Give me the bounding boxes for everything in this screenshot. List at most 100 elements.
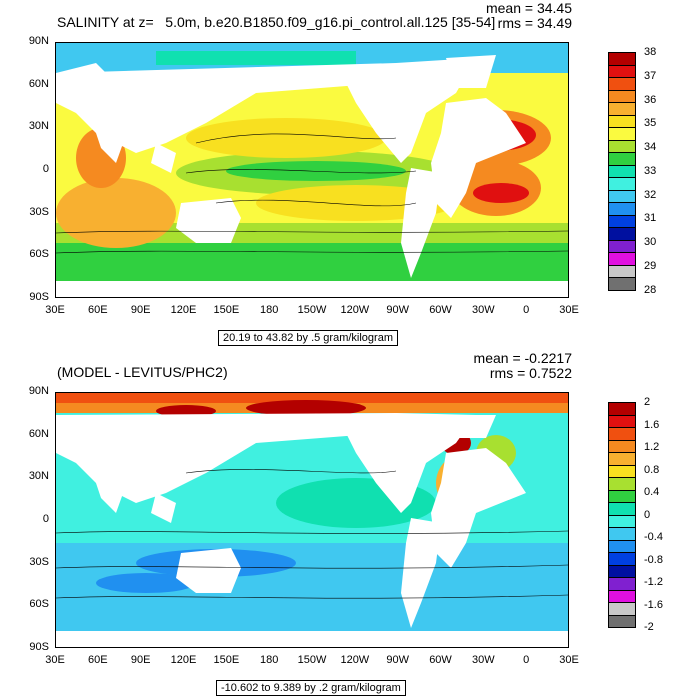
difference-lat-label: 30N	[28, 470, 49, 483]
salinity-lat-label: 30S	[29, 205, 49, 218]
salinity-lon-label: 150E	[213, 304, 240, 316]
difference-colorbar-swatch	[608, 552, 636, 566]
difference-colorbar-label: 1.6	[644, 418, 660, 431]
difference-title: (MODEL - LEVITUS/PHC2)	[57, 364, 228, 380]
difference-lon-label: 30E	[45, 654, 65, 666]
difference-colorbar-label: -0.8	[644, 553, 663, 566]
salinity-title: SALINITY at z= 5.0m, b.e20.B1850.f09_g16…	[57, 14, 496, 30]
salinity-colorbar-swatch	[608, 64, 636, 78]
salinity-range-label: 20.19 to 43.82 by .5 gram/kilogram	[218, 330, 398, 346]
salinity-colorbar-swatch	[608, 127, 636, 141]
difference-lat-label: 60N	[28, 427, 49, 440]
difference-colorbar-swatch	[608, 489, 636, 503]
difference-colorbar-swatch	[608, 414, 636, 428]
difference-colorbar-swatch	[608, 514, 636, 528]
difference-colorbar-swatch	[608, 464, 636, 478]
salinity-colorbar-swatch	[608, 214, 636, 228]
difference-colorbar-swatch	[608, 589, 636, 603]
salinity-colorbar-swatch	[608, 77, 636, 91]
salinity-lon-label: 90W	[386, 304, 409, 316]
difference-colorbar-swatch	[608, 564, 636, 578]
difference-lon-label: 120E	[170, 654, 197, 666]
salinity-colorbar-swatch	[608, 277, 636, 291]
salinity-lat-label: 60S	[29, 248, 49, 261]
salinity-lon-label: 30W	[472, 304, 495, 316]
difference-lon-label: 30W	[472, 654, 495, 666]
salinity-colorbar-swatch	[608, 52, 636, 66]
salinity-colorbar-swatch	[608, 177, 636, 191]
salinity-lon-label: 60E	[88, 304, 108, 316]
difference-colorbar-swatch	[608, 527, 636, 541]
difference-colorbar-swatch	[608, 427, 636, 441]
salinity-lon-label: 60W	[429, 304, 452, 316]
salinity-colorbar-label: 38	[644, 46, 657, 58]
salinity-lon-label: 150W	[297, 304, 327, 316]
difference-colorbar-swatch	[608, 439, 636, 453]
difference-colorbar-label: -0.4	[644, 531, 663, 543]
salinity-colorbar-label: 31	[644, 212, 657, 225]
salinity-colorbar-label: 33	[644, 164, 657, 177]
difference-colorbar-swatch	[608, 577, 636, 591]
salinity-lat-label: 0	[42, 163, 49, 175]
difference-lon-label: 150E	[213, 654, 240, 666]
difference-lat-label: 0	[42, 513, 49, 525]
salinity-lon-label: 120E	[170, 304, 197, 316]
difference-colorbar-swatch	[608, 477, 636, 491]
difference-lon-label: 180	[259, 654, 279, 666]
difference-lon-label: 30E	[559, 654, 579, 666]
salinity-panel: SALINITY at z= 5.0m, b.e20.B1850.f09_g16…	[28, 0, 657, 346]
salinity-lat-label: 30N	[28, 120, 49, 133]
salinity-mean: mean = 34.45	[485, 0, 572, 16]
difference-lat-label: 30S	[29, 555, 49, 568]
difference-lon-label: 60W	[429, 654, 452, 666]
salinity-lon-label: 30E	[559, 304, 579, 316]
difference-colorbar-label: 2	[644, 396, 651, 408]
difference-lon-label: 120W	[340, 654, 370, 666]
salinity-lat-label: 90S	[29, 291, 49, 303]
salinity-colorbar-swatch	[608, 252, 636, 266]
salinity-lon-label: 120W	[340, 304, 370, 316]
difference-colorbar-label: 0	[644, 508, 651, 521]
difference-colorbar-label: -1.6	[644, 598, 663, 611]
difference-lon-label: 60E	[88, 654, 108, 666]
difference-lon-label: 90W	[386, 654, 409, 666]
difference-map	[55, 392, 569, 648]
difference-colorbar-swatch	[608, 502, 636, 516]
salinity-lon-label: 180	[259, 304, 279, 316]
difference-range-label: -10.602 to 9.389 by .2 gram/kilogram	[216, 680, 406, 696]
difference-colorbar-label: -1.2	[644, 576, 663, 588]
difference-colorbar-label: -2	[644, 621, 654, 633]
salinity-map	[55, 42, 569, 298]
difference-colorbar-swatch	[608, 452, 636, 466]
salinity-colorbar-label: 36	[644, 93, 657, 106]
difference-rms: rms = 0.7522	[489, 365, 572, 381]
salinity-colorbar-swatch	[608, 239, 636, 253]
salinity-colorbar-swatch	[608, 202, 636, 216]
salinity-lat-label: 60N	[28, 77, 49, 90]
difference-colorbar-swatch	[608, 602, 636, 616]
salinity-colorbar-swatch	[608, 189, 636, 203]
difference-lat-label: 90N	[28, 385, 49, 397]
salinity-colorbar-swatch	[608, 152, 636, 166]
difference-map-graphic	[56, 393, 568, 647]
salinity-colorbar-swatch	[608, 139, 636, 153]
difference-colorbar-swatch	[608, 539, 636, 553]
salinity-colorbar-swatch	[608, 102, 636, 116]
difference-lat-label: 90S	[29, 641, 49, 653]
salinity-colorbar-label: 35	[644, 117, 657, 130]
salinity-colorbar-label: 30	[644, 236, 657, 248]
salinity-colorbar-swatch	[608, 89, 636, 103]
salinity-colorbar-label: 34	[644, 141, 657, 153]
difference-colorbar-swatch	[608, 614, 636, 628]
difference-colorbar-label: 0.8	[644, 463, 660, 476]
difference-lon-label: 0	[523, 654, 530, 666]
salinity-lat-label: 90N	[28, 35, 49, 47]
salinity-lon-label: 90E	[130, 304, 151, 316]
salinity-lon-label: 30E	[45, 304, 65, 316]
difference-colorbar-label: 1.2	[644, 441, 660, 453]
difference-lon-label: 150W	[297, 654, 327, 666]
difference-mean: mean = -0.2217	[473, 350, 572, 366]
salinity-colorbar-swatch	[608, 227, 636, 241]
difference-lat-label: 60S	[29, 598, 49, 611]
difference-lon-label: 90E	[130, 654, 151, 666]
